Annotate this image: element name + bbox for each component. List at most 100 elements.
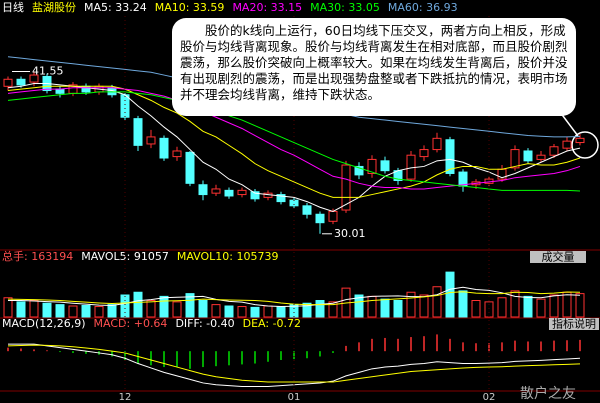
volume-bar bbox=[224, 305, 234, 318]
volume-bar bbox=[42, 302, 52, 318]
volume-bar bbox=[471, 300, 481, 318]
volume-bar bbox=[315, 300, 325, 318]
volume-bar bbox=[3, 297, 13, 318]
volume-bar bbox=[94, 306, 104, 318]
ma-line bbox=[7, 82, 581, 212]
legend-entry: MA60: 36.93 bbox=[388, 1, 458, 14]
legend-entry: MA30: 33.05 bbox=[310, 1, 380, 14]
legend-entry: MA20: 33.15 bbox=[232, 1, 302, 14]
mavol-line bbox=[7, 291, 581, 306]
volume-bar bbox=[458, 290, 468, 318]
watermark: 散户之友 bbox=[520, 385, 576, 402]
legend-entry: 日线 bbox=[2, 0, 24, 14]
ma-line bbox=[7, 87, 581, 190]
candle-body bbox=[120, 94, 130, 118]
candle-body bbox=[562, 140, 572, 149]
volume-bar bbox=[510, 290, 520, 318]
volume-bar bbox=[380, 298, 390, 318]
max-label: 41.55 bbox=[32, 65, 64, 78]
volume-bar bbox=[328, 301, 338, 318]
legend-entry: 盐湖股份 bbox=[32, 1, 76, 14]
candle-body bbox=[133, 118, 143, 146]
candle-body bbox=[380, 160, 390, 172]
volume-bar bbox=[367, 295, 377, 318]
volume-bar bbox=[55, 304, 65, 318]
x-tick-label: 12 bbox=[119, 392, 132, 403]
legend-entry: DEA: -0.72 bbox=[243, 317, 301, 330]
volume-bar bbox=[133, 291, 143, 318]
volume-bar bbox=[237, 306, 247, 318]
candle-body bbox=[315, 213, 325, 224]
candle-body bbox=[250, 191, 260, 200]
candle-body bbox=[419, 149, 429, 158]
x-tick-label: 01 bbox=[288, 392, 301, 403]
volume-bar bbox=[562, 291, 572, 318]
candle-body bbox=[549, 146, 559, 156]
legend-entry: MA5: 33.24 bbox=[84, 1, 147, 14]
volume-bar bbox=[172, 301, 182, 318]
volume-bar bbox=[250, 306, 260, 318]
volume-bar bbox=[419, 294, 429, 318]
candle-body bbox=[29, 74, 39, 83]
volume-bar bbox=[406, 291, 416, 318]
candle-body bbox=[328, 210, 338, 222]
volume-bar bbox=[29, 300, 39, 318]
candle-body bbox=[445, 139, 455, 174]
legend-entry: 总手: 163194 bbox=[2, 249, 73, 263]
candle-body bbox=[341, 164, 351, 211]
legend-entry: MA10: 33.59 bbox=[155, 1, 225, 14]
volume-bar bbox=[445, 271, 455, 318]
candle-body bbox=[523, 150, 533, 162]
volume-bar bbox=[120, 294, 130, 318]
volume-bar bbox=[211, 304, 221, 318]
volume-bar bbox=[393, 300, 403, 318]
volume-bar bbox=[432, 286, 442, 318]
candle-body bbox=[354, 165, 364, 176]
annotation-box: 股价的k线向上运行，60日均线下压交叉，两者方向上相反，形成股价与均线背离现象。… bbox=[172, 18, 576, 116]
button-label[interactable]: 指标说明 bbox=[552, 317, 596, 331]
volume-bar bbox=[107, 304, 117, 318]
volume-bar bbox=[159, 295, 169, 318]
button[interactable] bbox=[549, 318, 599, 330]
highlight-circle bbox=[571, 131, 599, 159]
volume-bar bbox=[263, 305, 273, 318]
legend-entry: MACD(12,26,9) bbox=[2, 317, 86, 330]
volume-bar bbox=[523, 295, 533, 318]
volume-bar bbox=[497, 297, 507, 318]
candle-body bbox=[575, 137, 585, 144]
candle-body bbox=[432, 137, 442, 151]
candle-body bbox=[510, 149, 520, 169]
volume-bar bbox=[146, 300, 156, 318]
mavol-line bbox=[8, 286, 581, 308]
volume-bar bbox=[575, 293, 585, 318]
volume-bar bbox=[81, 304, 91, 318]
legend-entry: MAVOL10: 105739 bbox=[177, 250, 279, 263]
candle-body bbox=[159, 137, 169, 159]
candle-body bbox=[198, 184, 208, 196]
button-label[interactable]: 成交量 bbox=[542, 250, 575, 264]
ma-line bbox=[7, 91, 581, 192]
min-label: 30.01 bbox=[334, 227, 366, 240]
volume-bar bbox=[276, 306, 286, 318]
candle-body bbox=[211, 188, 221, 194]
volume-bar bbox=[16, 301, 26, 318]
volume-bar bbox=[185, 293, 195, 318]
candle-body bbox=[237, 189, 247, 196]
button[interactable] bbox=[530, 251, 586, 263]
candle-body bbox=[276, 194, 286, 203]
volume-bar bbox=[354, 294, 364, 318]
candle-body bbox=[302, 205, 312, 215]
candle-body bbox=[16, 78, 26, 86]
candle-body bbox=[172, 150, 182, 158]
candle-body bbox=[367, 158, 377, 174]
candle-body bbox=[185, 151, 195, 184]
volume-bar bbox=[198, 300, 208, 318]
ma-line bbox=[7, 85, 581, 198]
candle-body bbox=[224, 189, 234, 197]
macd-line bbox=[7, 344, 581, 383]
legend-entry: MACD: +0.64 bbox=[94, 317, 168, 330]
candle-body bbox=[55, 88, 65, 94]
legend-entry: DIFF: -0.40 bbox=[175, 317, 234, 330]
volume-bar bbox=[549, 294, 559, 318]
